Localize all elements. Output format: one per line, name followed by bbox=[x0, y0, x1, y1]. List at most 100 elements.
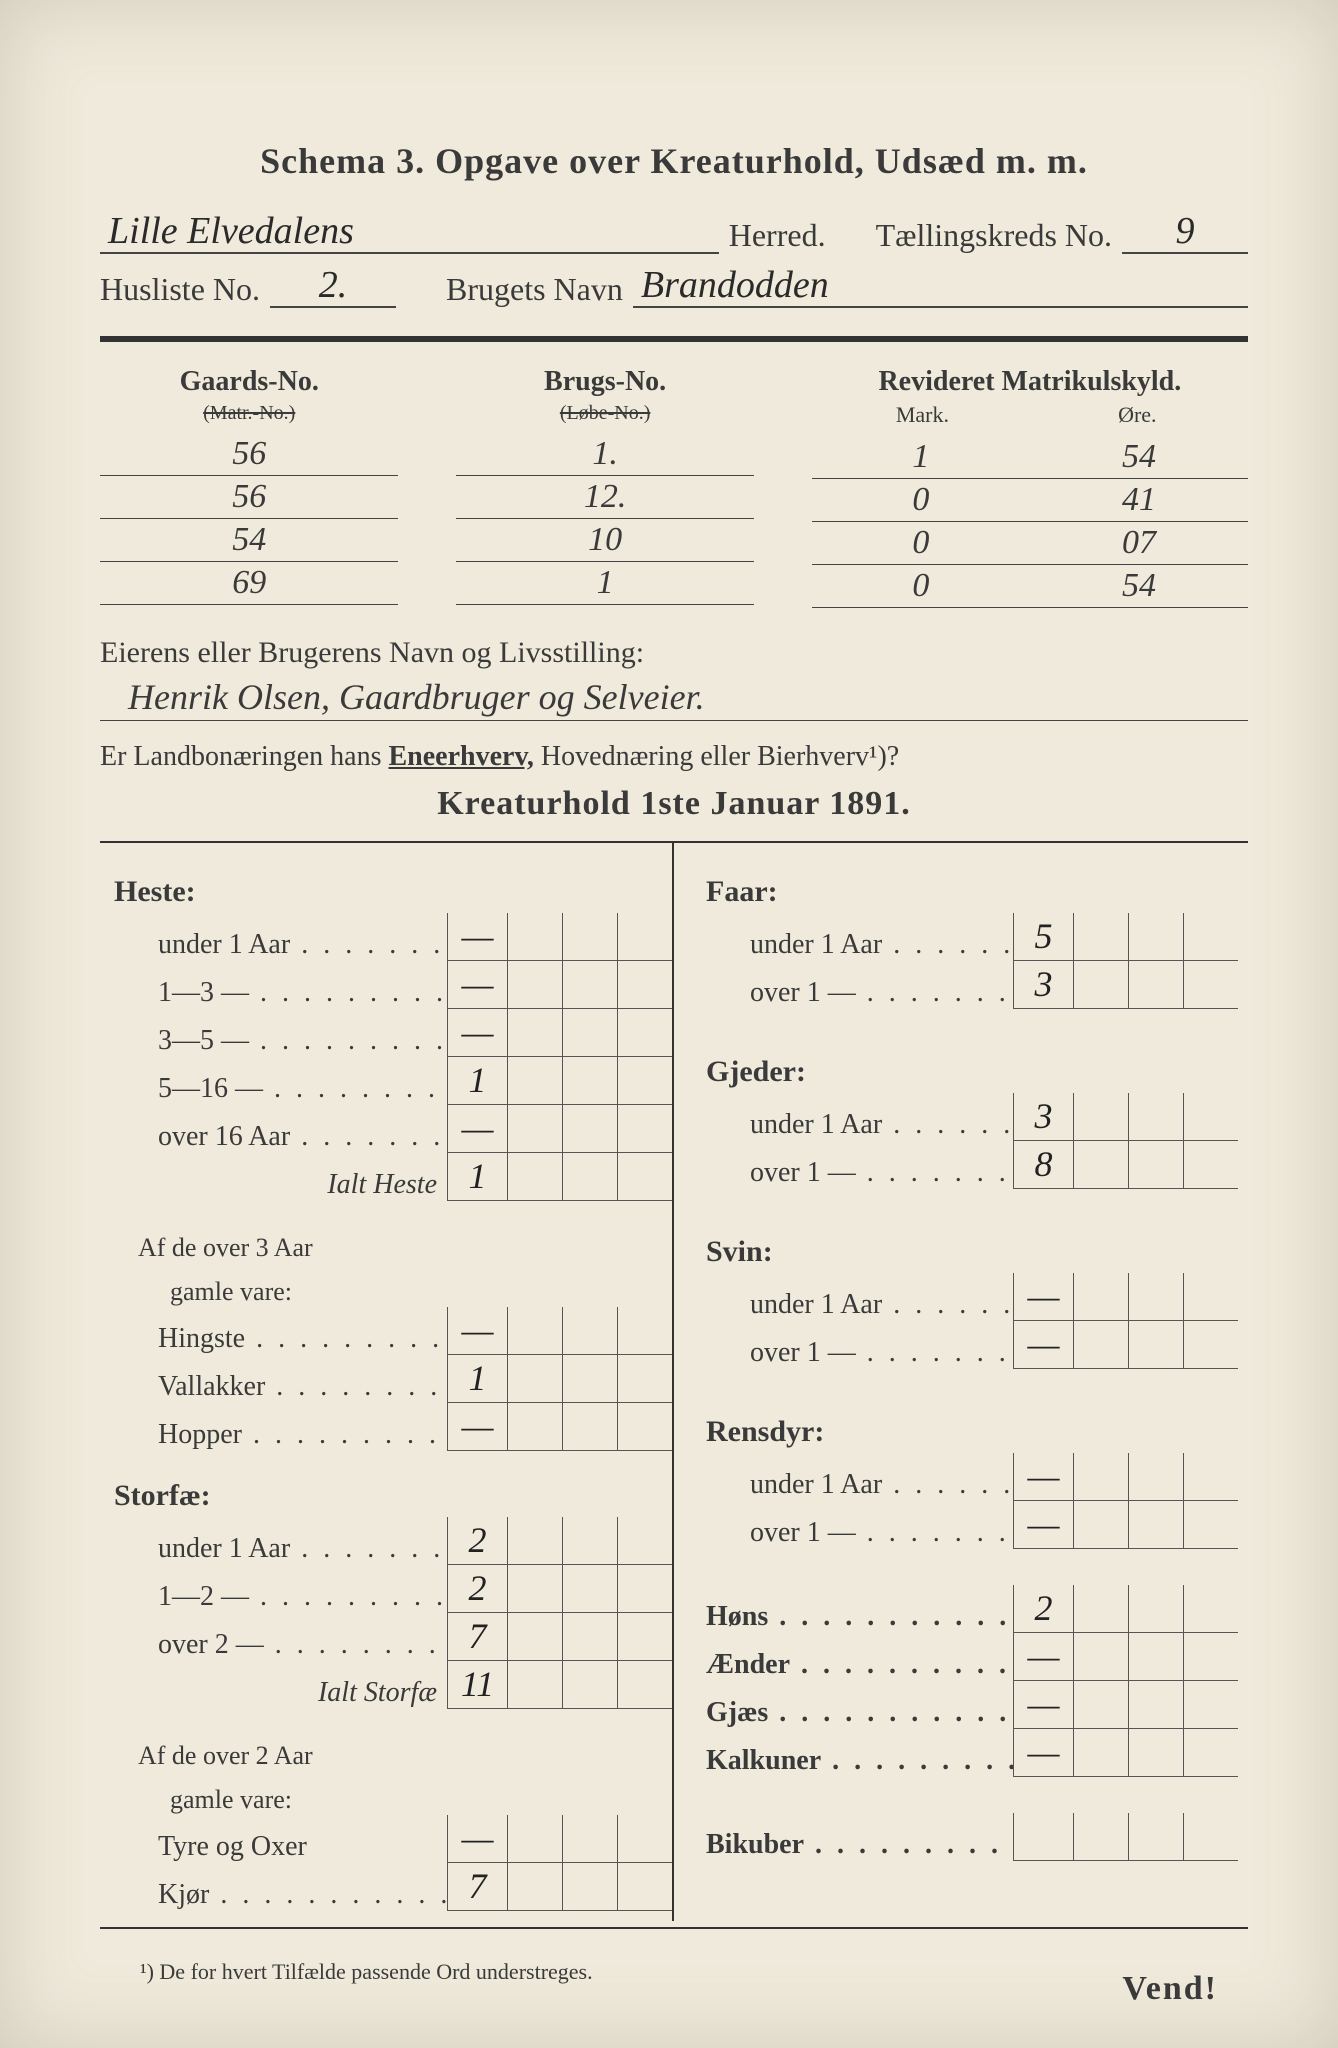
over3-v-0: — bbox=[447, 1307, 507, 1355]
bikuber-v bbox=[1013, 1813, 1073, 1861]
left-column: Heste: under 1 Aar— 1—3 —— 3—5 —— 5—16 —… bbox=[100, 843, 674, 1921]
over3-label1: Af de over 3 Aar bbox=[110, 1233, 672, 1263]
single-v-0: 2 bbox=[1013, 1585, 1073, 1633]
rensdyr-v-0: — bbox=[1013, 1453, 1073, 1501]
herred-label: Herred. bbox=[729, 217, 826, 254]
over2-row-1: Kjør 7 bbox=[110, 1863, 672, 1911]
husliste-value: 2. bbox=[270, 266, 396, 308]
gaards-col: Gaards-No. (Matr.-No.) 56 56 54 69 bbox=[100, 366, 398, 608]
brug-row-0: 1. bbox=[456, 433, 754, 476]
svin-lbl-0: under 1 Aar bbox=[750, 1289, 882, 1320]
svin-row-1: over 1 —— bbox=[702, 1321, 1238, 1369]
brug-row-2: 10 bbox=[456, 519, 754, 562]
owner-label: Eierens eller Brugerens Navn og Livsstil… bbox=[100, 636, 1248, 670]
mk-row-2: 007 bbox=[812, 522, 1248, 565]
over2-v-1: 7 bbox=[447, 1863, 507, 1911]
q-underlined: Eneerhverv, bbox=[389, 741, 534, 772]
over3-v-2: — bbox=[447, 1403, 507, 1451]
brug-row-1: 12. bbox=[456, 476, 754, 519]
heste-v-3: 1 bbox=[447, 1057, 507, 1105]
heste-v-1: — bbox=[447, 961, 507, 1009]
svin-label: Svin: bbox=[706, 1235, 1238, 1269]
storfae-lbl-0: under 1 Aar bbox=[158, 1533, 290, 1564]
ialt-storfae-row: Ialt Storfæ11 bbox=[110, 1661, 672, 1709]
gaards-sub: (Matr.-No.) bbox=[100, 402, 398, 425]
over3-v-1: 1 bbox=[447, 1355, 507, 1403]
over3-lbl-2: Hopper bbox=[158, 1419, 242, 1450]
over2-lbl-1: Kjør bbox=[158, 1879, 209, 1910]
ialt-heste-v: 1 bbox=[447, 1153, 507, 1201]
mark-1: 0 bbox=[812, 479, 1030, 521]
svin-lbl-1: over 1 — bbox=[750, 1337, 856, 1368]
property-table: Gaards-No. (Matr.-No.) 56 56 54 69 Brugs… bbox=[100, 366, 1248, 608]
over3-lbl-0: Hingste bbox=[158, 1323, 245, 1354]
over3-row-2: Hopper — bbox=[110, 1403, 672, 1451]
over2-label2: gamle vare: bbox=[110, 1785, 672, 1815]
mk-row-0: 154 bbox=[812, 436, 1248, 479]
single-v-1: — bbox=[1013, 1633, 1073, 1681]
gaard-row-1: 56 bbox=[100, 476, 398, 519]
herred-value: Lille Elvedalens bbox=[100, 212, 719, 254]
kreds-label: Tællingskreds No. bbox=[876, 217, 1112, 254]
header-line-1: Lille Elvedalens Herred. Tællingskreds N… bbox=[100, 212, 1248, 254]
bruget-value: Brandodden bbox=[633, 266, 1248, 308]
over2-lbl-0: Tyre og Oxer bbox=[158, 1831, 307, 1862]
over2-label1: Af de over 2 Aar bbox=[110, 1741, 672, 1771]
ore-2: 07 bbox=[1030, 522, 1248, 564]
heste-v-2: — bbox=[447, 1009, 507, 1057]
single-v-3: — bbox=[1013, 1729, 1073, 1777]
q-pre: Er Landbonæringen hans bbox=[100, 741, 389, 772]
ore-0: 54 bbox=[1030, 436, 1248, 478]
kreatur-title: Kreaturhold 1ste Januar 1891. bbox=[100, 785, 1248, 823]
form-title: Schema 3. Opgave over Kreaturhold, Udsæd… bbox=[100, 140, 1248, 182]
q-post: Hovednæring eller Bierhverv bbox=[534, 741, 869, 772]
storfae-v-1: 2 bbox=[447, 1565, 507, 1613]
matrikul-head: Revideret Matrikulskyld. bbox=[812, 366, 1248, 398]
storfae-row-1: 1—2 — 2 bbox=[110, 1565, 672, 1613]
svin-v-0: — bbox=[1013, 1273, 1073, 1321]
ialt-storfae-v: 11 bbox=[447, 1661, 507, 1709]
gjeder-lbl-1: over 1 — bbox=[750, 1157, 856, 1188]
mk-row-1: 041 bbox=[812, 479, 1248, 522]
ore-3: 54 bbox=[1030, 565, 1248, 607]
heste-v-0: — bbox=[447, 913, 507, 961]
faar-v-1: 3 bbox=[1013, 961, 1073, 1009]
storfae-lbl-1: 1—2 — bbox=[158, 1581, 249, 1612]
heste-label: Heste: bbox=[114, 875, 672, 909]
brugs-col: Brugs-No. (Løbe-No.) 1. 12. 10 1 bbox=[456, 366, 754, 608]
gjeder-v-0: 3 bbox=[1013, 1093, 1073, 1141]
mark-3: 0 bbox=[812, 565, 1030, 607]
heste-row-0: under 1 Aar— bbox=[110, 913, 672, 961]
matrikul-col: Revideret Matrikulskyld. Mark. Øre. 154 … bbox=[812, 366, 1248, 608]
kreatur-columns: Heste: under 1 Aar— 1—3 —— 3—5 —— 5—16 —… bbox=[100, 841, 1248, 1921]
occupation-question: Er Landbonæringen hans Eneerhverv, Hoved… bbox=[100, 741, 1248, 773]
single-lbl-2: Gjæs bbox=[706, 1697, 768, 1728]
storfae-v-2: 7 bbox=[447, 1613, 507, 1661]
heste-row-1: 1—3 —— bbox=[110, 961, 672, 1009]
gjeder-row-1: over 1 —8 bbox=[702, 1141, 1238, 1189]
brugs-head: Brugs-No. bbox=[456, 366, 754, 398]
ialt-heste-row: Ialt Heste1 bbox=[110, 1153, 672, 1201]
mark-0: 1 bbox=[812, 436, 1030, 478]
bikuber-row: Bikuber bbox=[702, 1813, 1238, 1861]
over2-v-0: — bbox=[447, 1815, 507, 1863]
footnote: ¹) De for hvert Tilfælde passende Ord un… bbox=[100, 1959, 1248, 1985]
storfae-label: Storfæ: bbox=[114, 1479, 672, 1513]
rensdyr-row-1: over 1 — — bbox=[702, 1501, 1238, 1549]
ialt-heste-lbl: Ialt Heste bbox=[110, 1169, 447, 1201]
rensdyr-label: Rensdyr: bbox=[706, 1415, 1238, 1449]
rensdyr-lbl-1: over 1 — bbox=[750, 1517, 856, 1548]
faar-v-0: 5 bbox=[1013, 913, 1073, 961]
over3-label2: gamle vare: bbox=[110, 1277, 672, 1307]
over3-row-0: Hingste — bbox=[110, 1307, 672, 1355]
ore-1: 41 bbox=[1030, 479, 1248, 521]
rensdyr-lbl-0: under 1 Aar bbox=[750, 1469, 882, 1500]
ore-label: Øre. bbox=[1033, 402, 1242, 428]
heste-v-4: — bbox=[447, 1105, 507, 1153]
gjeder-label: Gjeder: bbox=[706, 1055, 1238, 1089]
rensdyr-v-1: — bbox=[1013, 1501, 1073, 1549]
single-lbl-3: Kalkuner bbox=[706, 1745, 821, 1776]
q-foot: ¹)? bbox=[869, 741, 899, 772]
gjeder-row-0: under 1 Aar3 bbox=[702, 1093, 1238, 1141]
heste-row-3: 5—16 —1 bbox=[110, 1057, 672, 1105]
